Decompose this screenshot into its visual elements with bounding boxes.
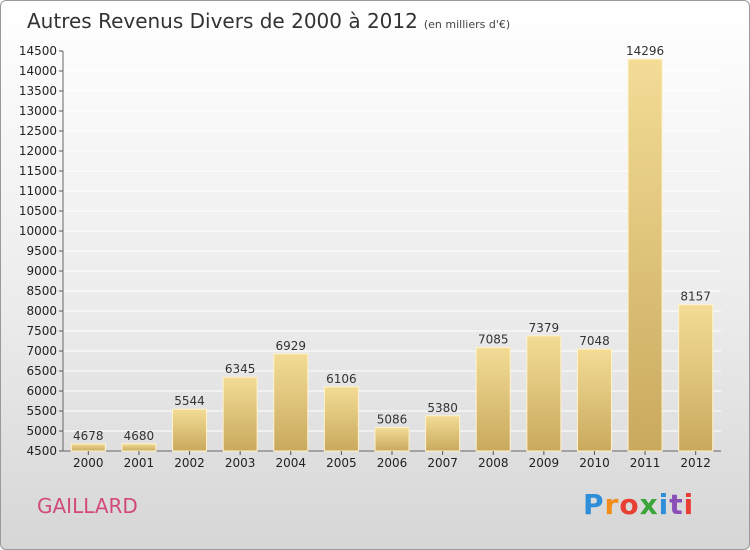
y-tick-label: 6000 [26,384,57,398]
logo-letter: i [683,488,695,521]
bar-2010 [576,348,612,452]
x-tick-label-2008: 2008 [478,456,509,470]
logo-letter: r [604,488,620,521]
y-tick-label: 8500 [26,284,57,298]
value-label-2000: 4678 [73,429,104,443]
x-tick-label-2005: 2005 [326,456,357,470]
bar-2006 [374,427,410,452]
y-tick-label: 6500 [26,364,57,378]
y-tick-label: 4500 [26,444,57,458]
logo-letter: t [669,488,684,521]
x-tick-label-2012: 2012 [680,456,711,470]
y-tick-label: 5000 [26,424,57,438]
y-tick-label: 14500 [19,44,57,58]
logo-letter: o [619,488,640,521]
value-label-2010: 7048 [579,334,610,348]
x-tick-label-2004: 2004 [275,456,306,470]
chart-subtitle: (en milliers d'€) [423,18,511,31]
value-labels: 4678 4680 5544 6345 6929 6106 5086 5380 7085 7379… [73,44,711,443]
logo-letter: P [583,488,605,521]
bar-2007 [425,415,461,452]
value-label-2012: 8157 [680,290,711,304]
x-tick-label-2002: 2002 [174,456,205,470]
value-label-2001: 4680 [124,429,155,443]
x-tick-label-2001: 2001 [124,456,155,470]
y-tick-label: 5500 [26,404,57,418]
value-label-2006: 5086 [377,413,408,427]
bars [70,58,714,452]
y-tick-label: 7500 [26,324,57,338]
bar-2001 [121,443,157,452]
x-tick-label-2003: 2003 [225,456,256,470]
bar-2012 [678,304,714,452]
chart-title: Autres Revenus Divers de 2000 à 2012 (en … [27,9,510,33]
y-tick-label: 12000 [19,144,57,158]
y-tick-label: 10000 [19,224,57,238]
y-tick-label: 8000 [26,304,57,318]
value-label-2007: 5380 [427,401,458,415]
value-label-2002: 5544 [174,394,205,408]
y-tick-label: 9000 [26,264,57,278]
x-tick-label-2000: 2000 [73,456,104,470]
y-tick-label: 10500 [19,204,57,218]
proxiti-logo: Proxiti [583,488,694,521]
y-tick-label: 11500 [19,164,57,178]
y-tick-label: 14000 [19,64,57,78]
bar-2003 [222,376,258,452]
bar-2005 [323,386,359,452]
bar-2009 [526,335,562,452]
y-tick-label: 13500 [19,84,57,98]
y-axis-ticks: 4500 5000 5500 6000 6500 7000 7500 8000 8500 9000… [19,44,63,458]
value-label-2008: 7085 [478,333,509,347]
x-tick-label-2006: 2006 [377,456,408,470]
bar-2011 [627,58,663,452]
x-tick-label-2010: 2010 [579,456,610,470]
x-axis-ticks: 2000 2001 2002 2003 2004 2005 2006 2007 2008 2009… [73,451,711,470]
value-label-2011: 14296 [626,44,664,58]
bar-2004 [273,353,309,452]
grid-lines [62,50,721,452]
chart-title-main: Autres Revenus Divers de 2000 à 2012 [27,9,418,33]
y-tick-label: 13000 [19,104,57,118]
y-tick-label: 9500 [26,244,57,258]
x-tick-label-2011: 2011 [630,456,661,470]
commune-name: GAILLARD [37,494,138,518]
x-tick-label-2009: 2009 [529,456,560,470]
value-label-2005: 6106 [326,372,357,386]
value-label-2003: 6345 [225,362,256,376]
value-label-2004: 6929 [275,339,306,353]
x-tick-label-2007: 2007 [427,456,458,470]
bar-2008 [475,347,511,452]
y-tick-label: 12500 [19,124,57,138]
y-tick-label: 11000 [19,184,57,198]
logo-letter: x [639,488,659,521]
bar-2002 [172,408,208,452]
bar-2000 [70,443,106,452]
logo-letter: i [658,488,670,521]
value-label-2009: 7379 [529,321,560,335]
y-tick-label: 7000 [26,344,57,358]
